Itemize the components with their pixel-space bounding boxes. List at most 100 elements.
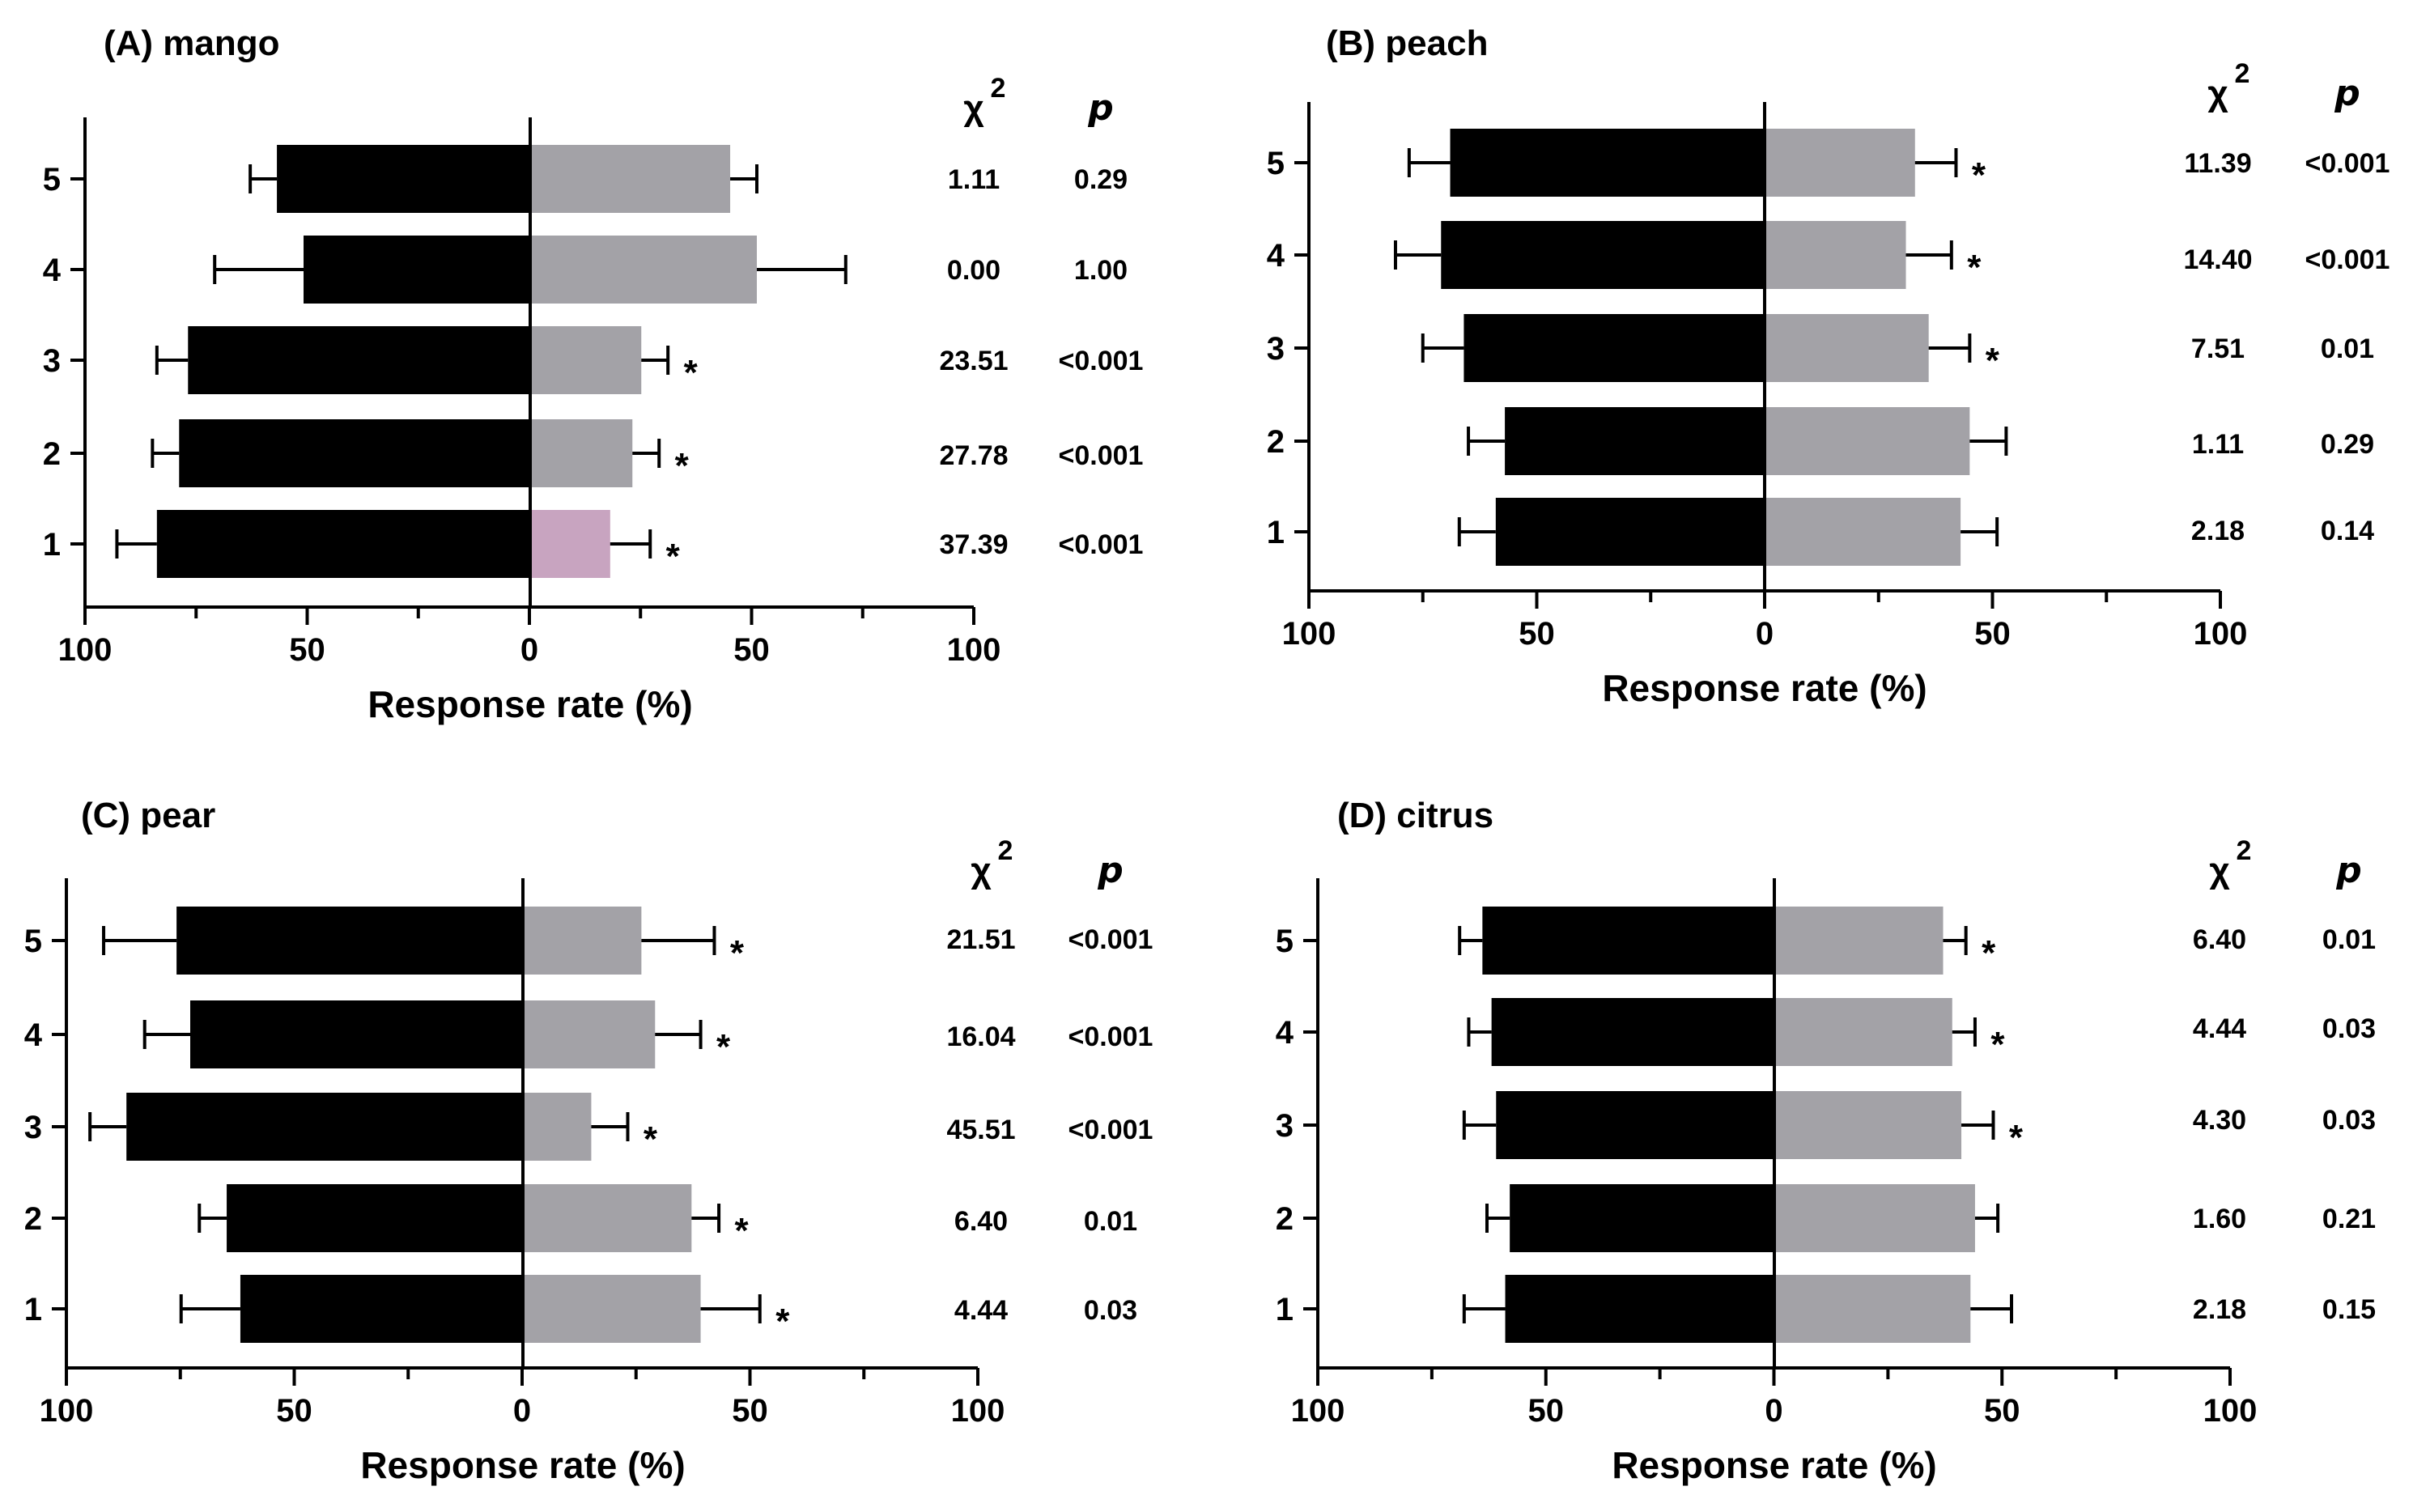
chi2-value: 1.11 [948, 164, 1000, 195]
bar-right [523, 1093, 592, 1161]
p-header: p [1087, 87, 1114, 129]
chi2-value: 37.39 [939, 529, 1008, 560]
x-tick-label: 50 [1528, 1393, 1565, 1429]
x-tick-label: 50 [276, 1393, 312, 1429]
y-tick-label: 2 [1276, 1201, 1294, 1237]
y-tick-label: 1 [1267, 515, 1285, 550]
bar-right [1765, 498, 1961, 566]
y-tick-label: 1 [43, 527, 61, 563]
significance-star: * [730, 933, 745, 973]
y-tick-label: 3 [43, 343, 61, 379]
y-tick-label: 1 [1276, 1292, 1294, 1327]
bar-right [523, 907, 642, 975]
x-tick-label: 0 [1756, 616, 1774, 652]
x-axis-title: Response rate (%) [1612, 1444, 1936, 1486]
bar-left [179, 419, 531, 487]
chi2-value: 21.51 [946, 924, 1015, 955]
significance-star: * [775, 1302, 790, 1341]
p-value: <0.001 [2305, 244, 2390, 275]
bar-right [1774, 907, 1944, 975]
p-value: 0.01 [1084, 1206, 1137, 1237]
bar-left [1495, 498, 1765, 566]
chi2-value: 11.39 [2184, 148, 2251, 179]
x-tick-label: 50 [289, 632, 325, 668]
p-value: 0.01 [2322, 924, 2376, 955]
bar-right [1774, 1184, 1975, 1252]
bar-left [1505, 407, 1765, 475]
x-tick-label: 100 [58, 632, 113, 668]
y-tick-label: 3 [24, 1110, 42, 1145]
significance-star: * [1972, 155, 1986, 195]
chi2-value: 6.40 [954, 1206, 1008, 1237]
x-axis-title: Response rate (%) [367, 683, 692, 725]
chi2-value: 14.40 [2183, 244, 2252, 275]
x-tick-label: 0 [513, 1393, 531, 1429]
bar-right [1774, 998, 1952, 1066]
y-tick-label: 4 [1276, 1015, 1294, 1051]
significance-star: * [1967, 248, 1982, 287]
chi2-header: χ [2209, 851, 2230, 890]
chi2-value: 45.51 [946, 1115, 1015, 1145]
p-value: <0.001 [1068, 1115, 1153, 1145]
panel-title: (C) pear [81, 796, 215, 835]
x-tick-label: 50 [733, 632, 770, 668]
p-value: <0.001 [1068, 1021, 1153, 1052]
x-tick-label: 100 [2194, 616, 2248, 652]
bar-left [190, 1000, 523, 1068]
p-value: <0.001 [1059, 440, 1144, 471]
y-tick-label: 5 [1276, 924, 1294, 959]
p-value: 0.14 [2321, 516, 2374, 546]
chi2-value: 2.18 [2191, 516, 2245, 546]
p-value: <0.001 [1068, 924, 1153, 955]
bar-right [1774, 1091, 1962, 1159]
bar-left [1482, 907, 1774, 975]
chi2-header: χ [971, 851, 992, 890]
bar-left [1464, 314, 1765, 382]
bar-left [188, 326, 530, 394]
bar-left [1491, 998, 1774, 1066]
x-tick-label: 100 [1282, 616, 1336, 652]
bar-right [1774, 1275, 1971, 1343]
bar-right [530, 419, 633, 487]
chi2-value: 6.40 [2193, 924, 2246, 955]
chi2-header-superscript: 2 [998, 835, 1013, 866]
p-value: 0.03 [1084, 1295, 1137, 1326]
bar-right [530, 145, 731, 213]
bar-left [126, 1093, 523, 1161]
chi2-value: 1.11 [2192, 429, 2244, 460]
p-value: 1.00 [1074, 255, 1128, 286]
x-axis-title: Response rate (%) [1602, 667, 1927, 709]
panel-title: (A) mango [104, 23, 280, 63]
y-tick-label: 4 [1267, 238, 1285, 274]
p-value: 0.15 [2322, 1294, 2376, 1325]
chi2-value: 16.04 [946, 1021, 1015, 1052]
y-tick-label: 1 [24, 1292, 42, 1327]
bar-left [1496, 1091, 1774, 1159]
chi2-header-superscript: 2 [2237, 835, 2252, 866]
bar-right [1765, 221, 1906, 289]
chi2-value: 1.60 [2193, 1204, 2246, 1234]
p-value: 0.01 [2321, 333, 2374, 364]
bar-right [1765, 314, 1929, 382]
bar-left [1450, 129, 1765, 197]
x-tick-label: 50 [1974, 616, 2011, 652]
y-tick-label: 5 [1267, 146, 1285, 181]
bar-left [156, 510, 530, 578]
bar-right [530, 236, 757, 304]
significance-star: * [1990, 1025, 2005, 1064]
chi2-value: 2.18 [2193, 1294, 2246, 1325]
p-value: 0.29 [2321, 429, 2374, 460]
bar-right [530, 510, 610, 578]
p-value: 0.29 [1074, 164, 1128, 195]
p-header: p [2335, 850, 2362, 891]
chi2-value: 4.44 [2193, 1013, 2246, 1044]
bar-left [1510, 1184, 1774, 1252]
significance-star: * [1986, 341, 2000, 380]
x-tick-label: 50 [1984, 1393, 2020, 1429]
significance-star: * [675, 446, 690, 486]
y-tick-label: 4 [24, 1017, 43, 1053]
